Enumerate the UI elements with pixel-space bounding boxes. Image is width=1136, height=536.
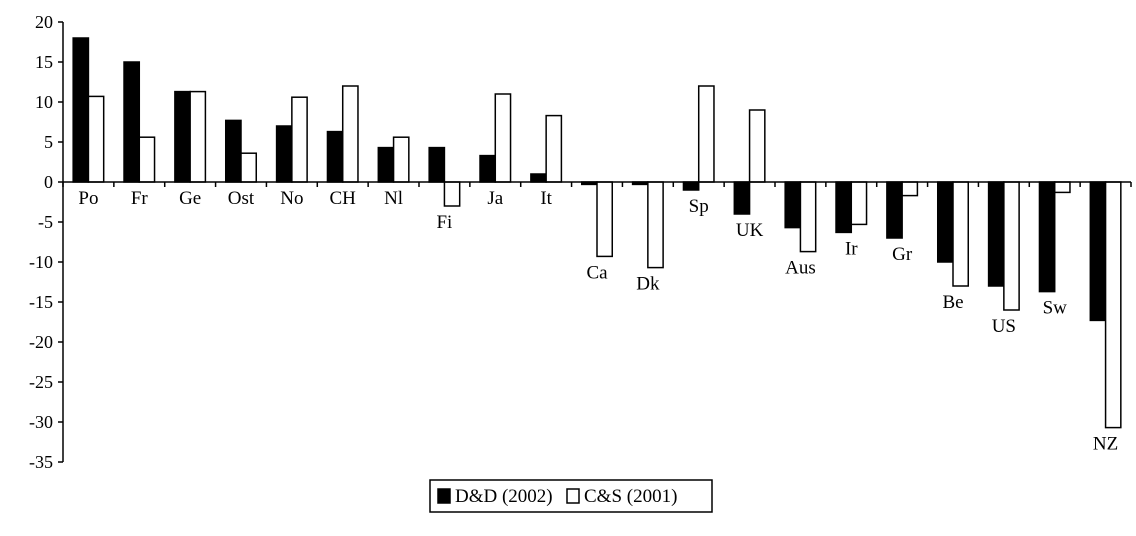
x-tick-label: Gr [892, 244, 913, 265]
x-tick-labels: Po Fr Ge Ost No CH Nl Fi Ja It Ca Dk Sp UK Aus Ir Gr Be US… [78, 188, 1118, 455]
x-axis [62, 181, 1132, 187]
bar-cs-sp [697, 85, 715, 183]
x-tick-label: Nl [384, 188, 403, 209]
x-tick-label: Sw [1043, 298, 1068, 319]
bar-dd-ja [479, 154, 497, 183]
bar-dd-sp [682, 181, 700, 191]
legend: D&D (2002) C&S (2001) [429, 479, 713, 513]
x-tick-label: Ja [487, 188, 503, 209]
bar-dd-ir [835, 181, 853, 234]
bar-cs-aus [799, 181, 817, 253]
bar-dd-be [936, 181, 954, 263]
bar-dd-fi [428, 146, 446, 183]
bar-cs-us [1003, 181, 1020, 311]
x-tick-label: NZ [1093, 434, 1118, 455]
x-tick-label: CH [330, 188, 357, 209]
x-tick-label: Fi [436, 212, 452, 233]
x-tick-label: Ost [228, 188, 255, 209]
y-tick-label: -10 [29, 252, 53, 272]
legend-label-dd: D&D (2002) [455, 486, 553, 507]
legend-swatch-dd [437, 488, 451, 504]
bar-dd-it [530, 173, 547, 183]
bar-cs-nl [392, 136, 410, 183]
y-tick-label: 20 [35, 12, 53, 32]
bar-dd-uk [733, 181, 751, 215]
bar-cs-fr [138, 136, 156, 183]
y-tick-label: -25 [29, 372, 53, 392]
x-tick-label: Aus [785, 258, 816, 279]
y-tick-label: 0 [44, 172, 53, 192]
bar-cs-it [545, 114, 563, 183]
bar-dd-ge [174, 90, 191, 183]
x-tick-label: Ir [845, 238, 858, 259]
bar-cs-ge [189, 90, 207, 183]
legend-box [429, 479, 713, 513]
bar-cs-be [952, 181, 970, 287]
bar-cs-po [87, 95, 105, 183]
x-tick-label: No [280, 188, 303, 209]
y-tick-label: -35 [29, 452, 53, 472]
bar-cs-gr [901, 181, 919, 197]
bar-dd-fr [123, 61, 141, 183]
bar-dd-us [987, 181, 1005, 287]
x-tick-label: Ca [586, 262, 608, 283]
bar-cs-dk [647, 181, 664, 269]
x-tick-label: UK [736, 220, 764, 241]
bar-cs-ost [240, 152, 258, 183]
bar-cs-ja [494, 93, 512, 183]
bars [72, 37, 1122, 429]
x-tick-label: Be [942, 292, 963, 313]
bar-cs-sw [1053, 181, 1071, 194]
bar-dd-nl [377, 146, 395, 183]
bar-cs-ca [596, 181, 614, 258]
x-tick-label: Po [78, 188, 98, 209]
y-axis: 20 15 10 5 0 -5 -10 -15 -20 -25 -30 -35 [29, 12, 64, 472]
bar-cs-no [291, 96, 308, 183]
legend-swatch-cs [566, 488, 580, 504]
bar-cs-nz [1104, 181, 1122, 429]
x-tick-label: It [540, 188, 552, 209]
y-tick-label: 5 [44, 132, 53, 152]
bar-cs-uk [748, 109, 766, 183]
legend-label-cs: C&S (2001) [584, 486, 677, 507]
x-tick-label: Dk [636, 274, 660, 295]
bar-dd-aus [784, 181, 802, 229]
y-tick-label: 15 [35, 52, 53, 72]
y-tick-label: -30 [29, 412, 53, 432]
bar-cs-fi [443, 181, 461, 207]
x-tick-label: Sp [689, 196, 709, 217]
y-tick-label: -5 [38, 212, 53, 232]
y-tick-label: -20 [29, 332, 53, 352]
bar-cs-ir [850, 181, 868, 226]
y-tick-label: -15 [29, 292, 53, 312]
bar-dd-ost [224, 119, 242, 183]
bar-dd-nz [1089, 181, 1107, 322]
bar-dd-sw [1038, 181, 1056, 293]
bar-dd-no [275, 125, 293, 183]
x-tick-label: US [992, 316, 1016, 337]
bar-cs-ch [341, 85, 359, 183]
y-tick-label: 10 [35, 92, 53, 112]
bar-dd-gr [886, 181, 903, 239]
bar-dd-po [72, 37, 90, 183]
x-tick-label: Ge [179, 188, 201, 209]
x-tick-label: Fr [131, 188, 149, 209]
bar-dd-ch [326, 130, 344, 183]
